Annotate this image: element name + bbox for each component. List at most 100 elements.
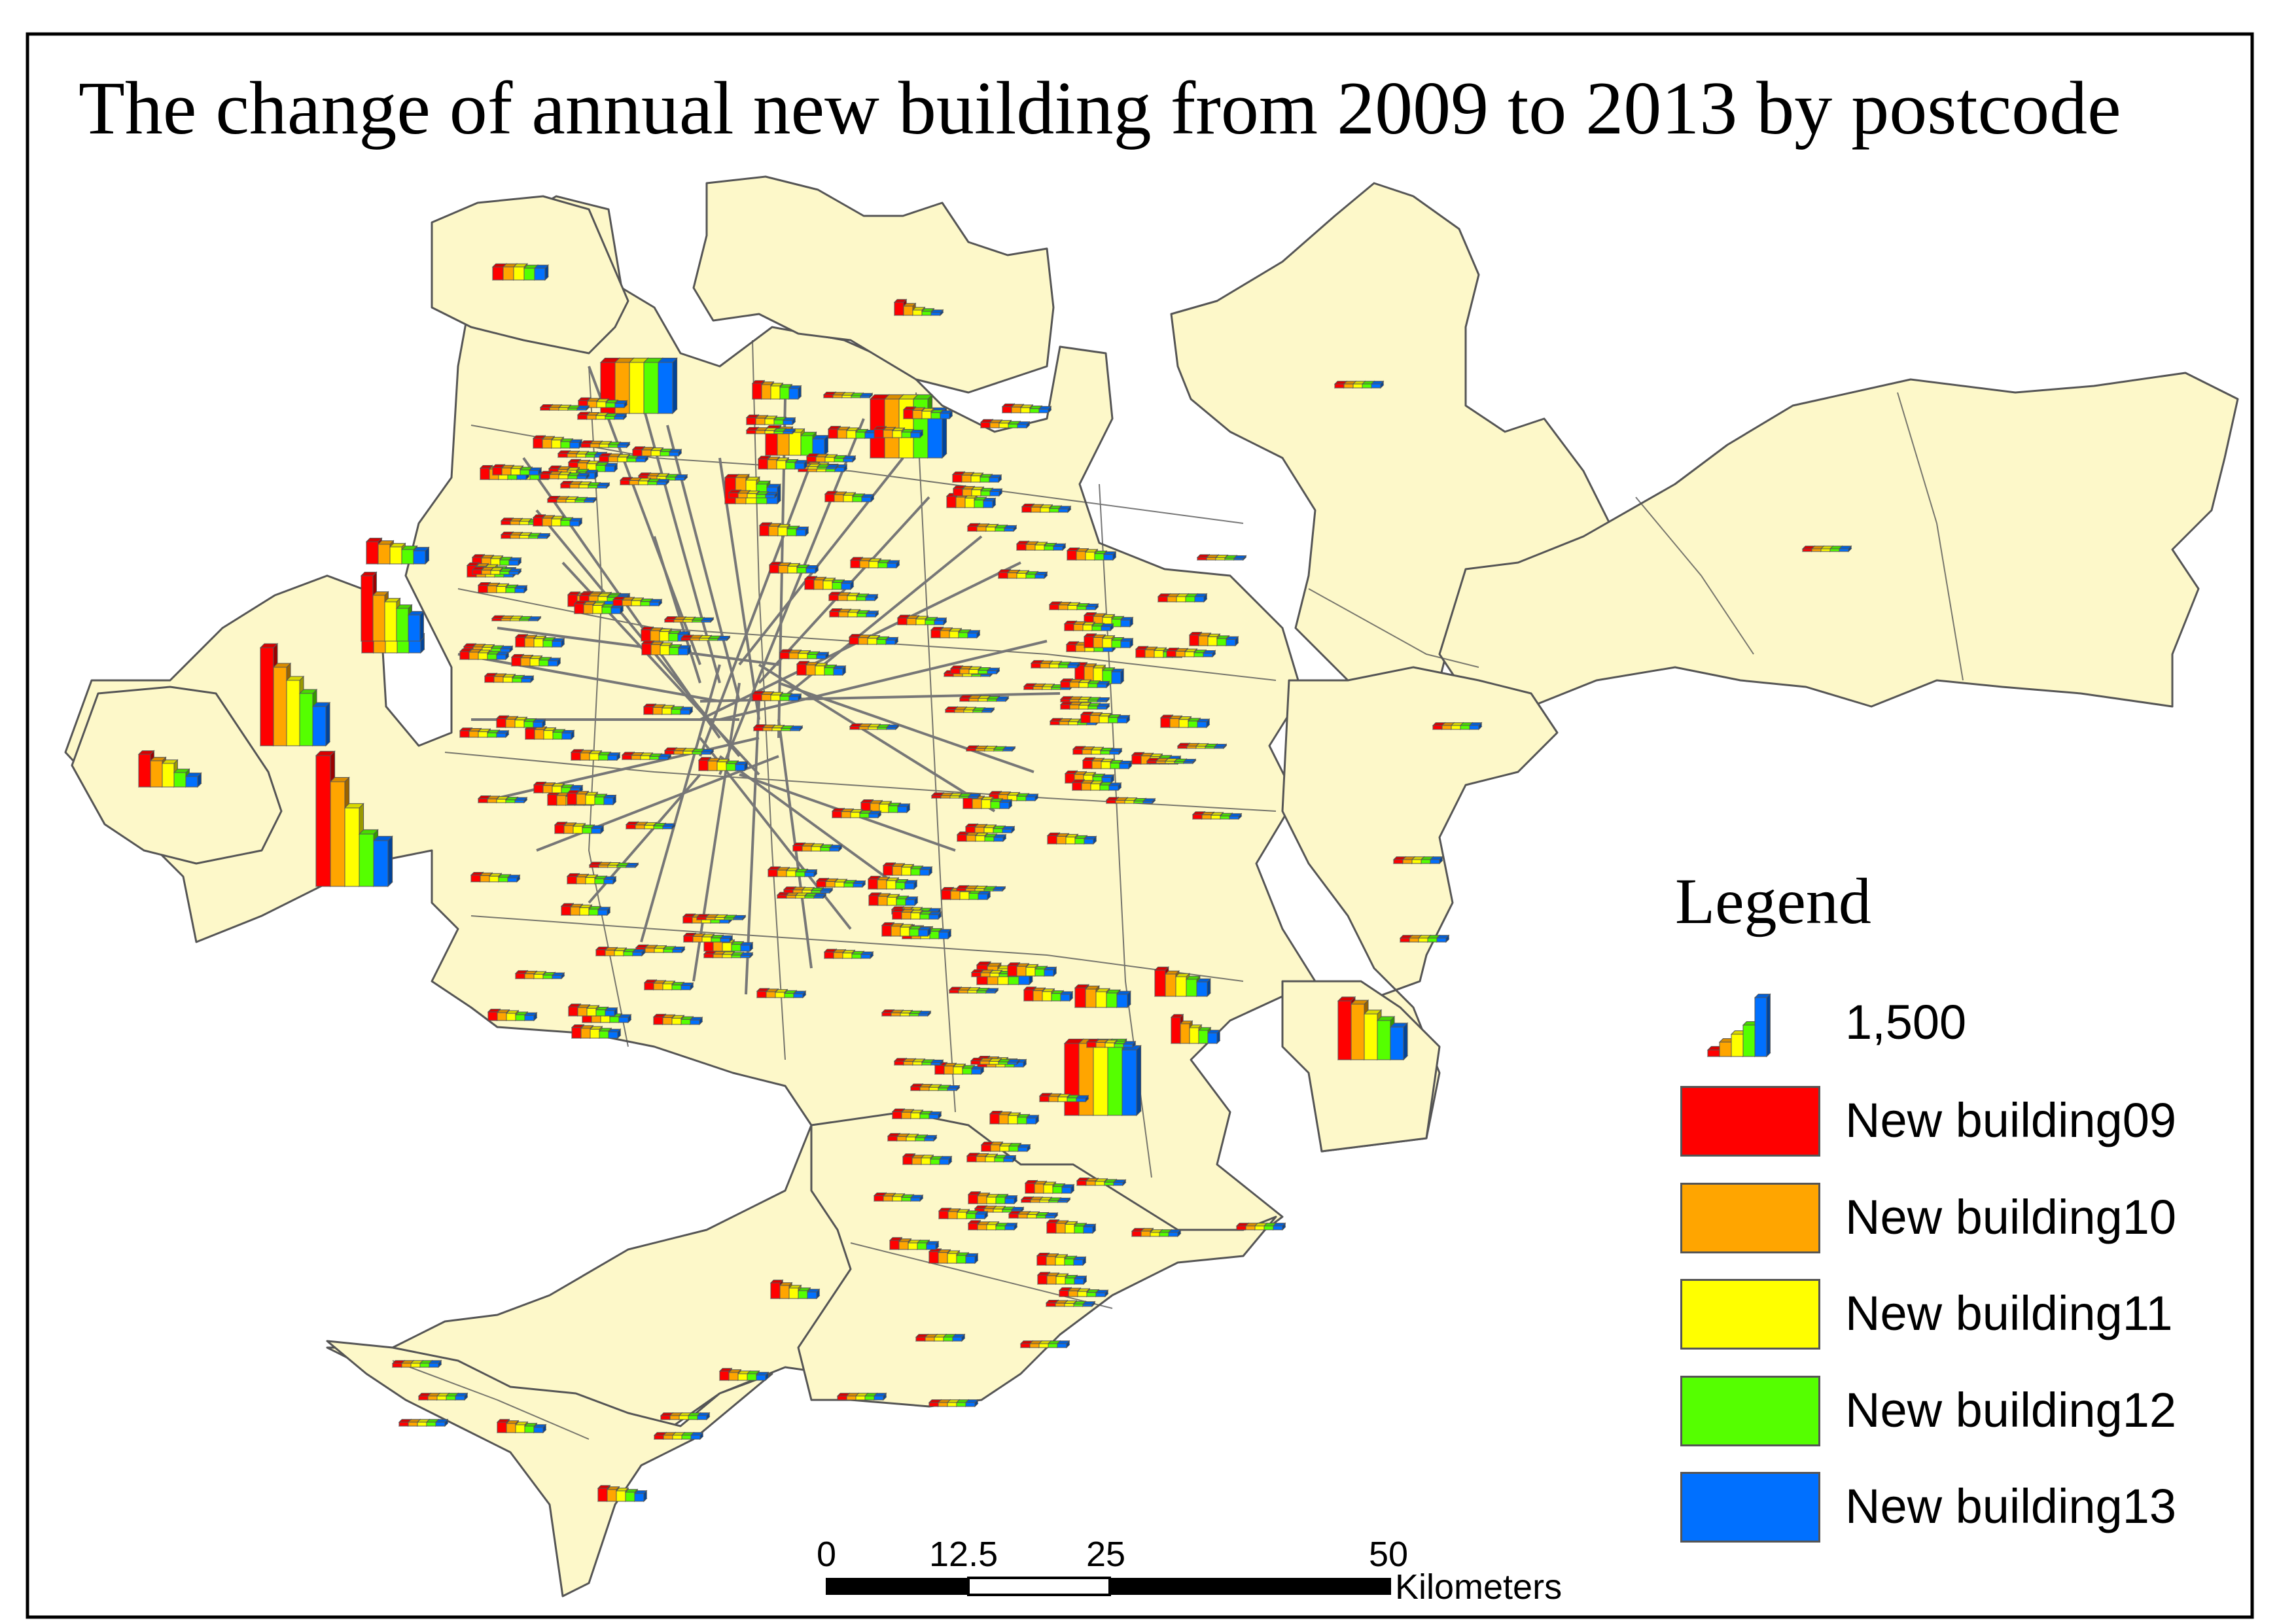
chart-symbol-small-133-bar-3 [984, 836, 995, 842]
chart-symbol-small-154-bar-0 [1049, 604, 1059, 610]
chart-symbol-small-164-bar-3 [1220, 815, 1230, 820]
chart-symbol-small-145-bar-0 [1135, 648, 1146, 658]
chart-symbol-small-125-bar-4 [904, 882, 915, 890]
chart-symbol-small-45-bar-3 [512, 678, 522, 683]
chart-symbol-small-87-bar-2 [964, 497, 975, 508]
chart-symbol-small-170 [1038, 1092, 1089, 1103]
chart-symbol-small-54-bar-2 [506, 1013, 516, 1021]
chart-symbol-outlier-17-bar-0 [497, 1422, 507, 1433]
chart-symbol-small-129-bar-4 [860, 954, 871, 959]
chart-symbol-small-91-bar-3 [930, 412, 941, 419]
chart-symbol-outlier-16 [718, 1367, 769, 1382]
chart-symbol-small-30-bar-2 [478, 652, 488, 660]
chart-symbol-large-17-bar-0 [366, 541, 379, 565]
chart-symbol-large-3-bar-1 [372, 595, 385, 642]
chart-symbol-small-166-bar-1 [1175, 651, 1186, 657]
chart-symbol-small-18-bar-3 [567, 408, 578, 411]
chart-symbol-small-104-bar-1 [906, 618, 917, 625]
chart-symbol-large-6-bar-1 [1078, 1043, 1094, 1116]
chart-symbol-small-167-bar-0 [1084, 636, 1094, 648]
chart-symbol-large-21-bar-4 [634, 1493, 645, 1502]
scale-unit: Kilometers [1395, 1567, 1563, 1607]
chart-symbol-outlier-7-bar-3 [995, 1196, 1006, 1204]
chart-symbol-small-177 [887, 1132, 938, 1142]
chart-symbol-small-180 [934, 1062, 985, 1075]
chart-symbol-outlier-9 [889, 1236, 940, 1251]
chart-symbol-outlier-6-bar-2 [999, 1145, 1010, 1152]
chart-symbol-small-129-bar-3 [851, 953, 862, 959]
chart-symbol-small-0-bar-1 [556, 498, 567, 503]
chart-symbol-small-173-bar-0 [1036, 1255, 1047, 1266]
chart-symbol-small-190-bar-4 [975, 1213, 985, 1219]
chart-symbol-small-9-bar-2 [510, 468, 521, 476]
chart-symbol-small-39-bar-0 [664, 750, 675, 755]
chart-symbol-large-12-bar-0 [894, 302, 904, 316]
chart-symbol-small-147-bar-2 [1078, 705, 1089, 710]
chart-symbol-small-72-bar-2 [998, 423, 1009, 428]
chart-symbol-small-3-bar-1 [542, 438, 552, 449]
chart-symbol-small-37 [663, 616, 715, 623]
chart-symbol-small-94-bar-3 [785, 462, 796, 470]
chart-symbol-outlier-21-bar-1 [663, 1435, 673, 1440]
chart-symbol-small-159-bar-0 [1131, 754, 1142, 765]
chart-symbol-small-97-bar-3 [824, 667, 834, 676]
chart-symbol-small-133 [956, 831, 1007, 843]
chart-symbol-small-79-bar-4 [826, 467, 836, 470]
chart-symbol-small-162-bar-0 [1066, 644, 1076, 652]
chart-symbol-small-68-bar-4 [733, 918, 743, 920]
chart-symbol-small-137-bar-3 [919, 913, 930, 920]
chart-symbol-small-134-bar-3 [993, 828, 1003, 833]
chart-symbol-small-78-bar-2 [1020, 407, 1031, 413]
chart-symbol-outlier-4 [1399, 934, 1450, 943]
chart-symbol-small-52-bar-4 [603, 879, 614, 884]
chart-symbol-small-90-bar-3 [995, 527, 1005, 532]
chart-symbol-small-70-bar-3 [542, 975, 553, 979]
chart-symbol-outlier-17-bar-4 [533, 1427, 544, 1433]
chart-symbol-small-109-bar-3 [781, 728, 791, 731]
chart-symbol-small-167-bar-1 [1093, 637, 1103, 648]
chart-symbol-small-82 [827, 425, 878, 440]
chart-symbol-small-34-bar-2 [699, 638, 709, 641]
chart-symbol-small-190-bar-0 [938, 1210, 949, 1219]
chart-symbol-small-5-bar-2 [519, 521, 529, 525]
chart-symbol-small-14-bar-0 [472, 569, 482, 575]
chart-symbol-outlier-2 [1432, 722, 1483, 731]
chart-symbol-small-191-bar-2 [1055, 1276, 1066, 1285]
chart-symbol-small-112 [804, 575, 855, 591]
chart-symbol-small-90 [966, 523, 1017, 532]
chart-symbol-small-26-bar-4 [680, 709, 690, 715]
chart-symbol-small-110-bar-0 [779, 652, 790, 659]
chart-symbol-small-69-bar-4 [591, 828, 601, 834]
chart-symbol-small-79-bar-2 [807, 466, 818, 470]
chart-symbol-small-132-bar-1 [980, 972, 991, 977]
chart-symbol-small-161-bar-1 [1156, 761, 1166, 764]
chart-symbol-outlier-4-bar-3 [1427, 937, 1438, 943]
chart-symbol-small-153-bar-4 [1214, 746, 1224, 749]
chart-symbol-small-106-bar-3 [958, 632, 968, 638]
chart-symbol-small-163-bar-0 [1160, 717, 1171, 728]
chart-symbol-small-179 [891, 1108, 942, 1120]
chart-symbol-large-17 [365, 537, 430, 565]
chart-symbol-small-50 [477, 795, 528, 804]
chart-symbol-small-78-bar-0 [1002, 406, 1012, 413]
chart-symbol-small-4-bar-2 [596, 401, 607, 408]
chart-symbol-small-133-bar-0 [957, 834, 967, 842]
chart-symbol-small-171-bar-3 [1052, 1186, 1063, 1194]
chart-symbol-outlier-2-bar-2 [1451, 725, 1461, 730]
bar-chart-symbols [137, 262, 1852, 1503]
chart-symbol-large-16-bar-1 [1085, 988, 1097, 1008]
chart-symbol-small-41-bar-2 [597, 596, 608, 602]
chart-symbol-small-187 [970, 1057, 1021, 1066]
chart-symbol-small-42-bar-3 [542, 640, 553, 648]
chart-symbol-small-84-bar-0 [998, 572, 1008, 579]
chart-symbol-small-95-bar-4 [989, 491, 1000, 497]
chart-symbol-outlier-4-bar-0 [1400, 937, 1410, 943]
chart-symbol-large-20-bar-3 [798, 1290, 808, 1299]
chart-symbol-small-170-bar-2 [1057, 1096, 1068, 1102]
chart-symbol-small-61-bar-0 [595, 949, 606, 956]
chart-symbol-small-44-bar-3 [640, 601, 650, 606]
chart-symbol-small-161 [1146, 757, 1197, 765]
chart-symbol-large-21-bar-2 [616, 1490, 626, 1502]
chart-symbol-small-171-bar-4 [1061, 1187, 1072, 1194]
chart-symbol-large-13-bar-0 [752, 383, 762, 400]
